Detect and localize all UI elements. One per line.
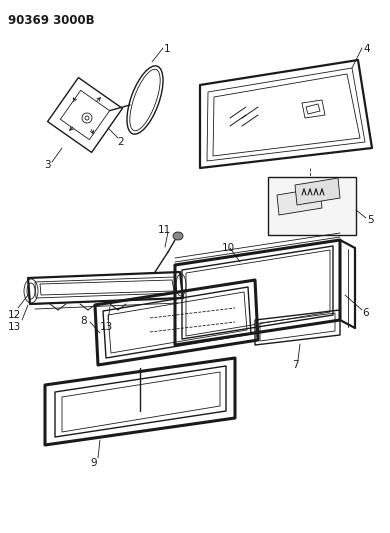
Ellipse shape — [173, 232, 183, 240]
Text: 4: 4 — [363, 44, 370, 54]
Text: 11: 11 — [158, 225, 171, 235]
Text: 3: 3 — [44, 160, 51, 170]
Text: 6: 6 — [362, 308, 369, 318]
Text: 13: 13 — [100, 322, 113, 332]
Text: 13: 13 — [8, 322, 21, 332]
Text: 10: 10 — [222, 243, 235, 253]
Text: 9: 9 — [90, 458, 97, 468]
Text: 5: 5 — [367, 215, 374, 225]
Text: 1: 1 — [164, 44, 171, 54]
Polygon shape — [295, 178, 340, 205]
Text: 2: 2 — [117, 137, 124, 147]
Polygon shape — [277, 188, 322, 215]
Text: 7: 7 — [292, 360, 299, 370]
Text: 90369 3000B: 90369 3000B — [8, 14, 95, 27]
Text: 8: 8 — [80, 316, 87, 326]
Bar — [268, 177, 356, 235]
Text: 12: 12 — [8, 310, 21, 320]
